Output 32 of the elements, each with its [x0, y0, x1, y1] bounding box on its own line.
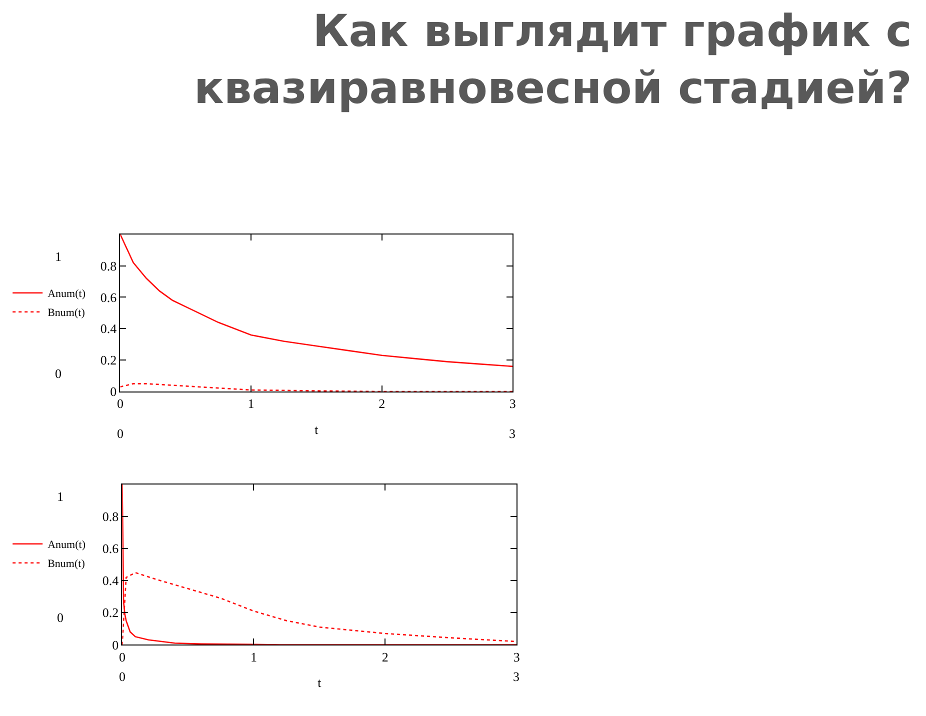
y-tick-label: 0: [112, 637, 119, 652]
x-axis-title: t: [314, 422, 319, 437]
text: 3: [509, 426, 516, 441]
y-tick-label: 0.4: [102, 573, 120, 588]
x-tick-label: 2: [378, 396, 386, 412]
legend-label: Bnum(t): [48, 307, 86, 320]
y-tick-label: 0.8: [102, 509, 119, 524]
line-series: [120, 383, 513, 392]
x-tick-label: 1: [248, 396, 254, 412]
y-tick-label: 0.8: [100, 258, 117, 274]
text: 1: [57, 489, 64, 504]
x-axis-title: t: [318, 674, 322, 690]
line-series: [120, 234, 513, 368]
x-tick-label: 2: [382, 649, 388, 664]
legend-label: Anum(t): [48, 288, 86, 300]
x-tick-label: 3: [509, 396, 516, 412]
x-tick-label: 3: [513, 649, 520, 664]
chart-title: Как выглядит график с квазиравновесной стадией?: [194, 6, 912, 114]
text: 0: [55, 366, 62, 381]
y-tick-label: 0.6: [100, 290, 118, 305]
text: 0: [57, 610, 64, 625]
y-tick-label: 0.6: [102, 541, 120, 556]
y-tick-label: 0.4: [100, 321, 118, 336]
line-series: [122, 484, 517, 645]
y-tick-label: 0.2: [100, 352, 117, 368]
text: 3: [513, 669, 520, 684]
x-tick-label: 1: [250, 649, 257, 664]
legend-label: Bnum(t): [48, 558, 86, 570]
y-tick-label: 0.2: [102, 605, 119, 620]
text: 1: [55, 249, 62, 264]
legend-label: Anum(t): [48, 539, 86, 552]
y-tick-label: 0: [110, 384, 117, 400]
